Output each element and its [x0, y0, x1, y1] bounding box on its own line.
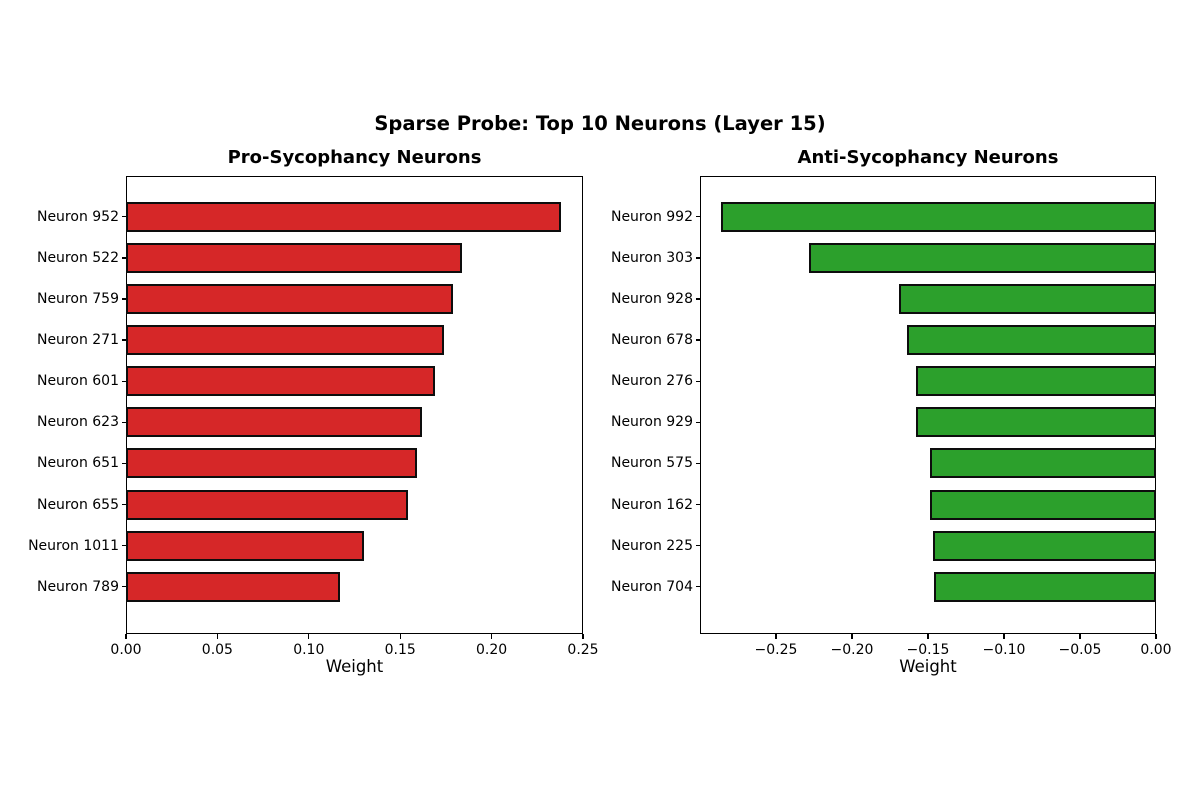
bar: [929, 448, 1156, 479]
y-axis-tick: [695, 462, 700, 465]
bar: [721, 201, 1156, 232]
y-axis-tick: [121, 545, 126, 547]
y-axis-tick: [121, 421, 126, 423]
bar: [126, 242, 463, 273]
y-tick-label: Neuron 276: [610, 373, 693, 390]
x-tick-label: −0.15: [906, 642, 950, 658]
y-axis-tick: [695, 380, 700, 382]
x-axis-tick: [1155, 634, 1157, 639]
x-axis-label: Weight: [325, 657, 384, 676]
x-tick-label: −0.05: [1058, 642, 1102, 658]
y-tick-label: Neuron 789: [36, 578, 119, 595]
bar: [126, 201, 562, 232]
y-tick-label: Neuron 992: [610, 208, 693, 225]
x-axis-tick: [1003, 634, 1005, 639]
x-tick-label: −0.20: [830, 642, 874, 658]
bar: [899, 283, 1156, 314]
x-axis-tick: [399, 634, 401, 639]
y-axis-tick: [695, 216, 700, 218]
y-tick-label: Neuron 952: [36, 208, 119, 225]
bar: [126, 407, 423, 438]
bar: [126, 571, 340, 602]
x-axis-tick: [308, 634, 310, 639]
y-axis-tick: [121, 339, 126, 341]
bar: [126, 448, 417, 479]
y-axis-tick: [121, 380, 126, 382]
y-tick-label: Neuron 601: [36, 373, 119, 390]
x-axis-tick: [927, 634, 929, 639]
y-axis-tick: [121, 216, 126, 218]
x-tick-label: 0.15: [384, 642, 416, 658]
plot-border: [700, 176, 1156, 634]
bar: [929, 489, 1156, 520]
x-axis-tick: [851, 634, 853, 639]
y-tick-label: Neuron 678: [610, 332, 693, 349]
y-axis-tick: [695, 545, 700, 547]
y-axis-tick: [695, 586, 700, 588]
y-axis-tick: [121, 257, 126, 259]
x-axis-tick: [1079, 634, 1081, 639]
y-axis-tick: [695, 257, 700, 259]
bar: [934, 571, 1156, 602]
y-axis-tick: [121, 298, 126, 300]
x-tick-label: −0.10: [982, 642, 1026, 658]
y-tick-label: Neuron 651: [36, 455, 119, 472]
x-axis-tick: [490, 634, 493, 639]
bar: [126, 489, 408, 520]
y-tick-label: Neuron 162: [610, 496, 693, 513]
bar: [126, 366, 435, 397]
y-tick-label: Neuron 271: [36, 332, 119, 349]
x-axis-tick: [775, 634, 777, 639]
x-tick-label: 0.00: [110, 642, 142, 658]
y-axis-tick: [121, 462, 126, 465]
x-tick-label: 0.25: [567, 642, 599, 658]
y-tick-label: Neuron 303: [610, 249, 693, 266]
plot-area-pro-sycophancy: Neuron 952 Neuron 522 Neuron 759 Neuron 271…: [28, 176, 599, 658]
y-tick-label: Neuron 929: [610, 414, 693, 431]
y-tick-label: Neuron 225: [610, 537, 693, 554]
bar: [906, 325, 1156, 356]
y-tick-label: Neuron 623: [36, 414, 119, 431]
y-tick-label: Neuron 928: [610, 290, 693, 307]
bar: [126, 530, 364, 561]
y-axis-tick: [695, 298, 700, 300]
subplot-title-pro-sycophancy: Pro-Sycophancy Neurons: [227, 147, 482, 168]
figure-title: Sparse Probe: Top 10 Neurons (Layer 15): [374, 112, 826, 135]
y-axis-tick: [121, 503, 126, 506]
bar: [126, 283, 454, 314]
x-tick-label: 0.20: [476, 642, 508, 658]
x-tick-label: 0.05: [201, 642, 233, 658]
y-tick-label: Neuron 1011: [28, 537, 119, 554]
plot-border: [126, 176, 583, 634]
bar: [932, 530, 1156, 561]
y-axis-tick: [695, 421, 700, 423]
x-axis-tick: [582, 634, 584, 639]
bar: [915, 366, 1156, 397]
x-tick-label: −0.25: [754, 642, 798, 658]
x-axis-label: Weight: [899, 657, 957, 676]
x-axis-tick: [125, 634, 127, 639]
x-axis-tick: [216, 634, 219, 639]
x-tick-label: 0.10: [293, 642, 325, 658]
bar: [809, 242, 1156, 273]
y-tick-label: Neuron 759: [36, 290, 119, 307]
bar: [126, 325, 445, 356]
y-tick-label: Neuron 522: [36, 249, 119, 266]
plot-area-anti-sycophancy: Neuron 992 Neuron 303 Neuron 928 Neuron 678…: [611, 176, 1172, 658]
y-tick-label: Neuron 704: [610, 578, 693, 595]
y-tick-label: Neuron 575: [610, 455, 693, 472]
y-axis-tick: [121, 586, 126, 588]
y-axis-tick: [695, 503, 700, 506]
subplot-title-anti-sycophancy: Anti-Sycophancy Neurons: [797, 147, 1059, 168]
y-axis-tick: [695, 339, 700, 341]
y-tick-label: Neuron 655: [36, 496, 119, 513]
bar: [915, 407, 1156, 438]
x-tick-label: 0.00: [1140, 642, 1172, 658]
